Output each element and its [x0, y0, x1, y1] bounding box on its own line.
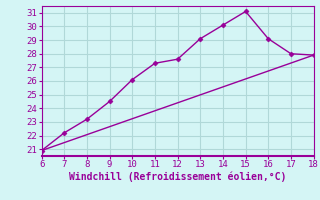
X-axis label: Windchill (Refroidissement éolien,°C): Windchill (Refroidissement éolien,°C): [69, 172, 286, 182]
